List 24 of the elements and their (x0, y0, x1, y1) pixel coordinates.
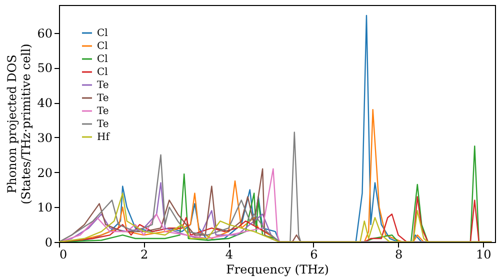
y-tick-label: 20 (37, 166, 52, 180)
y-tick-label: 60 (37, 26, 52, 40)
legend-label: Cl (97, 41, 108, 52)
x-tick-label: 8 (394, 248, 403, 262)
legend-label: Te (97, 80, 109, 91)
y-tick-label: 0 (44, 236, 52, 250)
legend-label: Te (97, 93, 109, 104)
legend-label: Cl (97, 67, 108, 78)
legend-label: Hf (97, 132, 111, 143)
y-tick-label: 30 (37, 130, 52, 145)
x-tick-label: 10 (476, 248, 492, 262)
y-tick-label: 40 (37, 96, 52, 110)
y-axis-title: Phonon projected DOS (States/THz·primitive cell) (5, 44, 34, 204)
legend-label: Cl (97, 54, 108, 65)
legend-label: Cl (97, 28, 108, 39)
x-axis-title: Frequency (THz) (226, 262, 329, 276)
y-tick-label: 10 (37, 200, 52, 215)
legend-label: Te (97, 106, 109, 117)
x-tick-label: 0 (60, 248, 68, 262)
x-tick-label: 4 (225, 248, 234, 262)
y-tick-label: 50 (37, 61, 52, 76)
x-tick-label: 2 (140, 248, 148, 262)
legend-label: Te (97, 119, 109, 130)
x-tick-label: 6 (310, 248, 318, 262)
